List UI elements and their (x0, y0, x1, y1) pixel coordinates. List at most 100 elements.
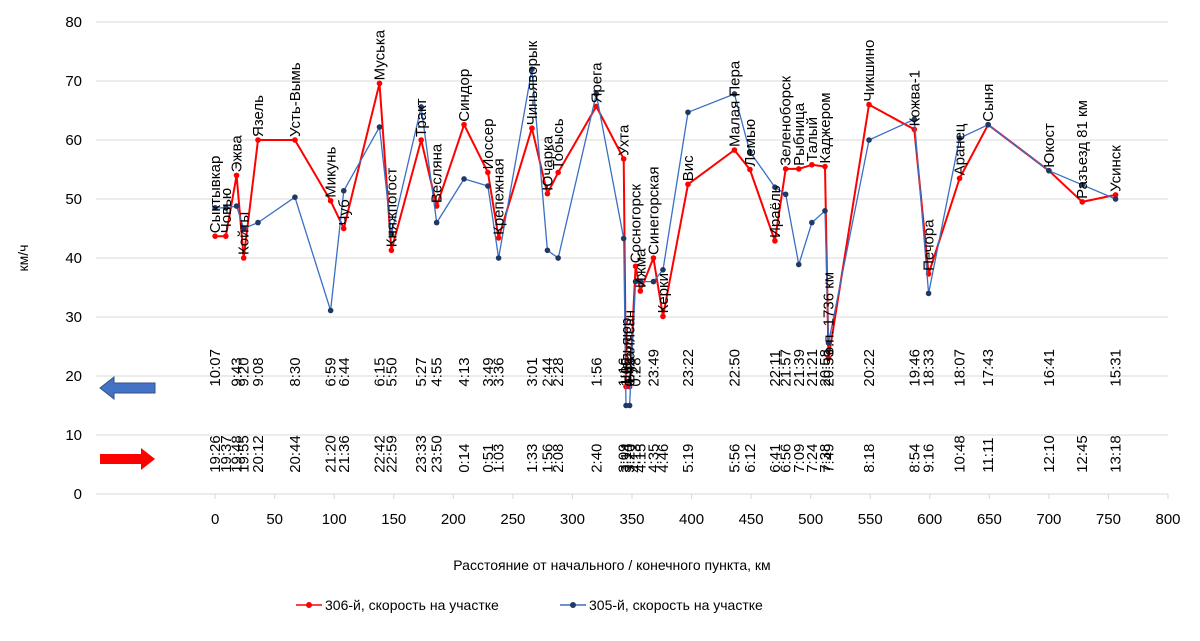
point-306 (782, 166, 789, 172)
time-label-305: 4:13 (456, 357, 473, 386)
y-tick-label: 80 (65, 14, 82, 31)
time-label-306: 4:13 (628, 444, 645, 473)
point-306 (240, 255, 247, 261)
time-label-306: 7:24 (804, 444, 821, 473)
point-305 (782, 191, 789, 198)
station-label: Чуб (336, 199, 353, 225)
point-305 (822, 208, 828, 214)
point-305 (485, 183, 491, 189)
y-tick-label: 60 (65, 132, 82, 149)
time-label-306: 1:33 (524, 444, 541, 473)
point-306 (956, 175, 963, 182)
time-label-306: 3:14 (618, 444, 635, 473)
point-305 (212, 205, 218, 211)
x-tick-label: 100 (322, 511, 347, 528)
station-label: Бухалясан (622, 310, 639, 384)
point-306 (376, 80, 383, 87)
point-305 (544, 247, 551, 254)
legend-marker-306 (306, 602, 312, 608)
point-306 (632, 263, 639, 270)
point-306 (327, 197, 334, 204)
point-305 (461, 176, 467, 182)
x-tick-label: 750 (1096, 511, 1121, 528)
x-tick-label: 150 (381, 511, 406, 528)
x-tick-label: 500 (798, 511, 823, 528)
station-label: Усть-Вымь (287, 62, 304, 137)
point-305 (626, 402, 633, 409)
point-305 (555, 255, 561, 261)
point-305 (1046, 167, 1052, 174)
station-label: Усинск (1108, 145, 1125, 192)
point-306 (637, 288, 644, 294)
y-tick-label: 50 (65, 191, 82, 208)
point-305 (825, 340, 832, 346)
x-tick-label: 250 (500, 511, 525, 528)
point-306 (255, 137, 261, 143)
station-label: Иоссер (480, 119, 497, 170)
point-306 (822, 163, 828, 170)
point-305 (340, 187, 347, 194)
point-306 (825, 355, 832, 362)
station-label: Малая Пера (726, 60, 743, 147)
station-label: Зеленоборск (778, 75, 795, 165)
station-label: Юкост (1041, 123, 1058, 168)
station-label: о.п. 1736 км (821, 272, 838, 355)
time-label-305: 3:36 (491, 357, 508, 386)
point-305 (529, 66, 535, 72)
time-label-306: 19:37 (218, 435, 235, 473)
x-tick-label: 400 (679, 511, 704, 528)
point-306 (772, 238, 778, 244)
station-label: Ижма (632, 248, 649, 288)
time-label-305: 21:21 (804, 349, 821, 387)
station-label: Чикшино (861, 40, 878, 102)
station-label: Язель (250, 95, 267, 137)
point-305 (433, 219, 440, 226)
time-label-305: 5:50 (383, 357, 400, 386)
point-305 (620, 235, 627, 242)
station-label: Ючарка (539, 135, 556, 191)
station-label: Эжва (229, 135, 246, 173)
point-306 (911, 126, 918, 133)
station-label: Сосногорск (628, 184, 645, 264)
time-label-305: 0:45 (622, 357, 639, 386)
time-label-305: 3:01 (524, 357, 541, 386)
time-label-305: 23:22 (680, 349, 697, 387)
x-tick-label: 800 (1155, 511, 1180, 528)
time-label-305: 22:50 (726, 349, 743, 387)
point-305 (866, 137, 872, 143)
label-layer: Сыктывкар 10:07 19:26 Човью 19:37 Эжва 9:43 19:… (207, 29, 1125, 473)
point-306 (233, 172, 240, 179)
time-label-306: 12:10 (1041, 435, 1058, 473)
point-305 (1112, 196, 1119, 202)
time-label-305: 19:46 (906, 349, 923, 387)
x-tick-label: 300 (560, 511, 585, 528)
point-305 (292, 194, 298, 201)
time-label-305: 20:58 (817, 349, 834, 387)
time-label-306: 7:09 (791, 444, 808, 473)
time-label-306: 22:42 (372, 435, 389, 473)
arrow-layer (99, 375, 156, 470)
time-label-305: 1:16 (616, 357, 633, 386)
point-306 (418, 137, 424, 143)
point-305 (255, 219, 261, 226)
time-label-305: 9:43 (229, 357, 246, 386)
point-305 (1079, 182, 1086, 188)
time-label-306: 3:20 (622, 444, 639, 473)
station-label: Синегорская (645, 166, 662, 255)
point-306 (660, 313, 666, 320)
point-305 (956, 135, 963, 142)
time-label-305: 5:27 (413, 357, 430, 386)
time-label-306: 2:08 (550, 444, 567, 473)
x-tick-label: 600 (917, 511, 942, 528)
legend: 306-й, скорость на участке 305-й, скорос… (296, 597, 763, 613)
station-label: Тобысь (550, 118, 567, 169)
point-306 (620, 156, 627, 162)
time-label-306: 11:11 (980, 437, 997, 472)
time-label-306: 0:51 (480, 444, 497, 473)
time-label-305: 6:15 (372, 357, 389, 386)
time-label-306: 7:49 (821, 444, 838, 473)
point-305 (650, 278, 657, 285)
station-label: Каджером (817, 92, 834, 163)
point-306 (685, 181, 691, 188)
time-label-306: 10:48 (952, 435, 969, 473)
